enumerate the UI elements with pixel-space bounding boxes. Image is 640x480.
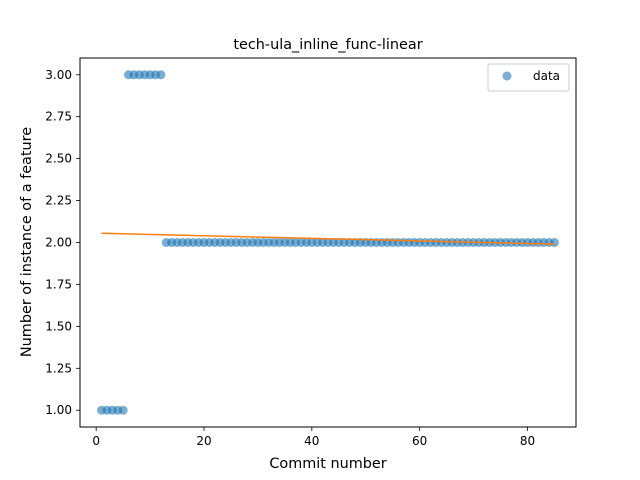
legend: data [487, 63, 570, 92]
y-tick-label-4: 2.00 [45, 236, 72, 250]
y-axis-ticks: 1.00 1.25 1.50 1.75 2.00 2.25 2.50 2.75 3.00 [45, 68, 80, 417]
y-tick-label-0: 1.00 [45, 403, 72, 417]
x-tick-label-2: 40 [304, 434, 319, 448]
x-tick-label-0: 0 [92, 434, 100, 448]
chart-title: tech-ula_inline_func-linear [233, 37, 422, 53]
y-tick-label-3: 1.75 [45, 277, 72, 291]
x-tick-label-3: 60 [412, 434, 427, 448]
plot-area [97, 70, 559, 415]
legend-frame [487, 63, 570, 92]
y-tick-label-2: 1.50 [45, 319, 72, 333]
data-point-11 [156, 70, 166, 80]
legend-marker-data [502, 71, 512, 81]
x-axis-ticks: 0 20 40 60 80 [92, 427, 535, 448]
y-tick-label-8: 3.00 [45, 68, 72, 82]
x-tick-label-1: 20 [196, 434, 211, 448]
data-point-4 [118, 405, 128, 415]
axes-frame [79, 57, 577, 428]
data-point-84 [549, 238, 559, 247]
y-tick-label-6: 2.50 [45, 152, 72, 166]
x-tick-label-4: 80 [520, 434, 535, 448]
y-tick-label-5: 2.25 [45, 194, 72, 208]
y-tick-label-1: 1.25 [45, 361, 72, 375]
y-axis-label: Number of instance of a feature [19, 127, 35, 357]
x-axis-label: Commit number [269, 456, 386, 472]
y-tick-label-7: 2.75 [45, 110, 72, 124]
legend-label-data: data [533, 69, 560, 83]
trend-line [101, 232, 555, 245]
